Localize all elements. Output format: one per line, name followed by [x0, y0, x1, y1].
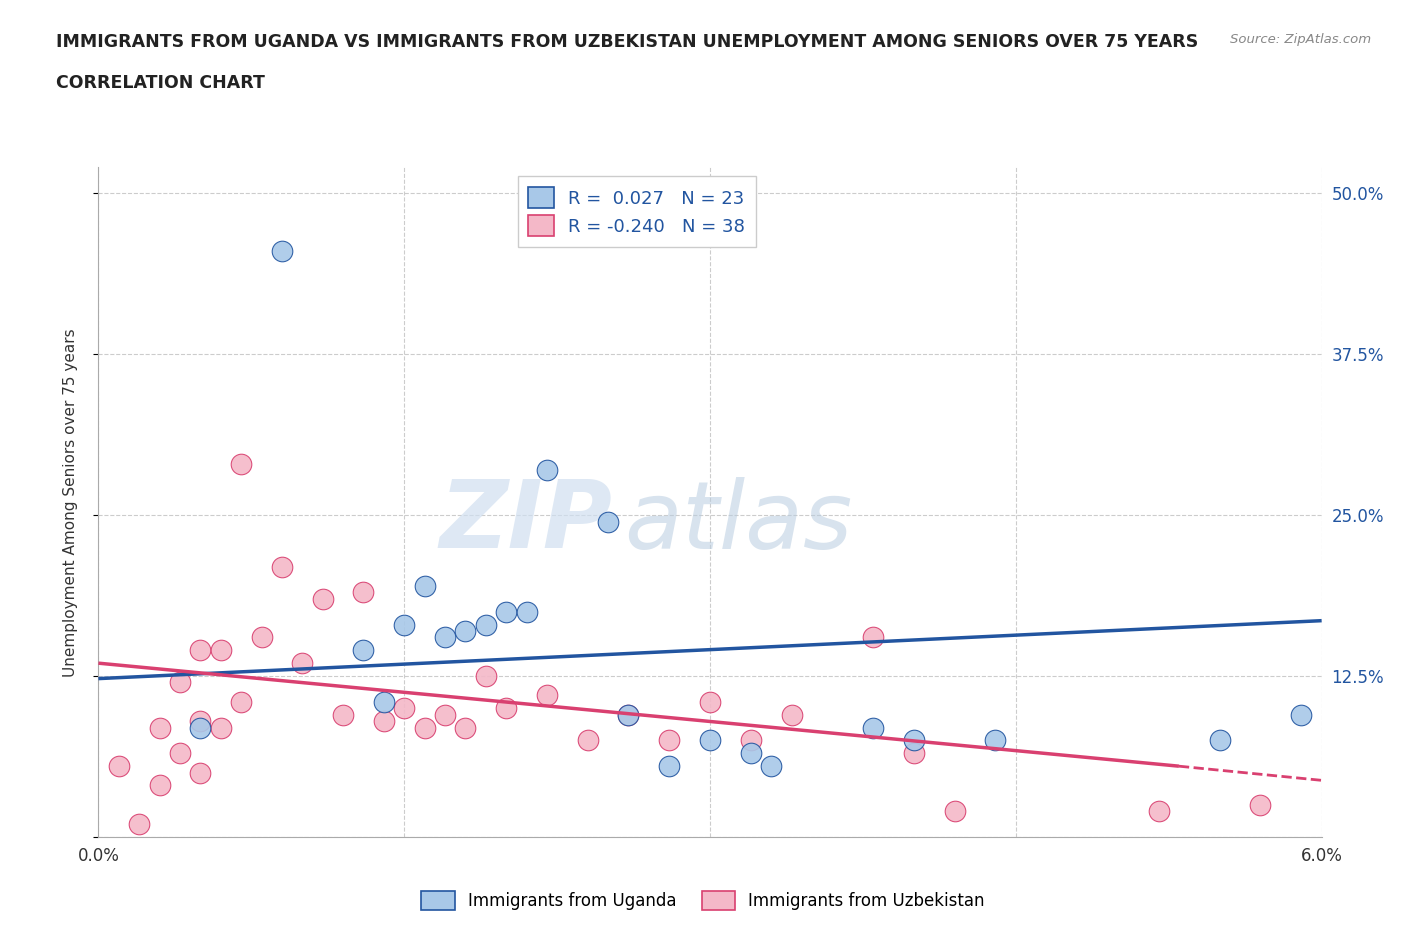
Point [373, 695, 395, 710]
Point [332, 707, 354, 722]
Point [699, 733, 721, 748]
Point [188, 643, 212, 658]
Text: IMMIGRANTS FROM UGANDA VS IMMIGRANTS FROM UZBEKISTAN UNEMPLOYMENT AMONG SENIORS : IMMIGRANTS FROM UGANDA VS IMMIGRANTS FRO… [56, 33, 1198, 50]
Point [1289, 707, 1312, 722]
Point [474, 669, 498, 684]
Point [209, 643, 232, 658]
Text: ZIP: ZIP [439, 476, 612, 568]
Point [352, 643, 374, 658]
Point [231, 456, 253, 471]
Point [311, 591, 335, 606]
Point [576, 733, 599, 748]
Point [169, 746, 191, 761]
Point [413, 720, 436, 735]
Text: CORRELATION CHART: CORRELATION CHART [56, 74, 266, 92]
Point [699, 695, 721, 710]
Point [1147, 804, 1170, 818]
Point [454, 623, 477, 638]
Point [474, 618, 498, 632]
Point [536, 688, 558, 703]
Text: atlas: atlas [624, 477, 852, 568]
Point [188, 765, 212, 780]
Point [761, 759, 783, 774]
Point [536, 462, 558, 477]
Point [169, 675, 191, 690]
Point [862, 630, 884, 644]
Point [903, 746, 925, 761]
Point [188, 713, 212, 728]
Point [495, 604, 517, 619]
Point [862, 720, 884, 735]
Point [188, 720, 212, 735]
Point [658, 733, 681, 748]
Point [149, 720, 172, 735]
Point [433, 630, 456, 644]
Point [617, 707, 640, 722]
Point [740, 733, 762, 748]
Point [516, 604, 538, 619]
Point [270, 244, 292, 259]
Point [1208, 733, 1232, 748]
Point [270, 559, 292, 574]
Point [598, 514, 620, 529]
Point [392, 701, 416, 716]
Point [392, 618, 416, 632]
Y-axis label: Unemployment Among Seniors over 75 years: Unemployment Among Seniors over 75 years [63, 328, 77, 676]
Point [617, 707, 640, 722]
Text: Source: ZipAtlas.com: Source: ZipAtlas.com [1230, 33, 1371, 46]
Point [1249, 797, 1271, 812]
Point [433, 707, 456, 722]
Point [984, 733, 1007, 748]
Point [903, 733, 925, 748]
Point [658, 759, 681, 774]
Point [209, 720, 232, 735]
Point [413, 578, 436, 593]
Legend: Immigrants from Uganda, Immigrants from Uzbekistan: Immigrants from Uganda, Immigrants from … [415, 884, 991, 917]
Point [108, 759, 131, 774]
Point [291, 656, 314, 671]
Point [352, 585, 374, 600]
Point [780, 707, 803, 722]
Point [373, 713, 395, 728]
Point [943, 804, 966, 818]
Point [128, 817, 150, 831]
Point [149, 778, 172, 793]
Point [231, 695, 253, 710]
Point [454, 720, 477, 735]
Point [495, 701, 517, 716]
Legend: R =  0.027   N = 23, R = -0.240   N = 38: R = 0.027 N = 23, R = -0.240 N = 38 [517, 177, 756, 247]
Point [250, 630, 273, 644]
Point [740, 746, 762, 761]
